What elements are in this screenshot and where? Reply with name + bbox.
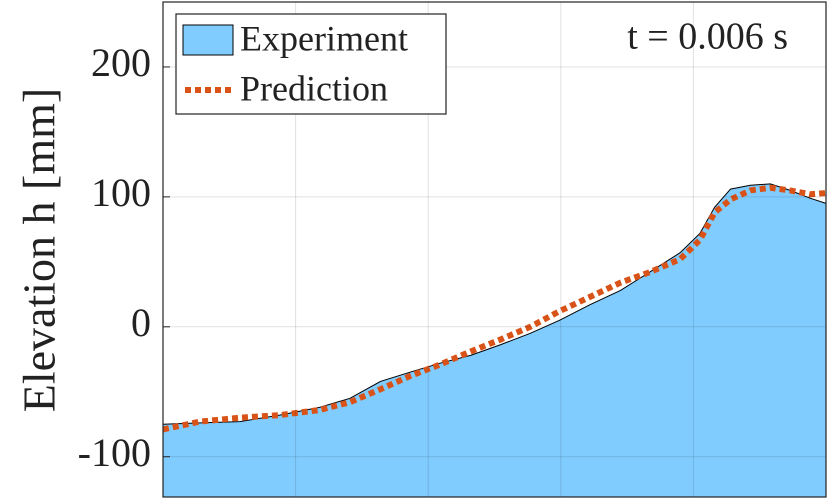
y-tick-label: 100 bbox=[91, 170, 151, 215]
y-axis-label: Elevation h [mm] bbox=[14, 88, 65, 412]
y-tick-label: -100 bbox=[78, 430, 151, 475]
legend: Experiment Prediction bbox=[175, 13, 447, 115]
legend-swatch bbox=[182, 24, 234, 56]
y-label-group: Elevation h [mm] bbox=[14, 88, 65, 412]
y-tick-label: 200 bbox=[91, 40, 151, 85]
area-fill bbox=[163, 183, 826, 497]
prediction-line bbox=[162, 184, 827, 433]
area-outline bbox=[162, 183, 827, 425]
y-tick-label: 0 bbox=[131, 300, 151, 345]
legend-label: Experiment bbox=[240, 18, 408, 58]
legend-label: Prediction bbox=[240, 68, 388, 108]
time-annotation: t = 0.006 s bbox=[627, 16, 788, 58]
plot-frame bbox=[162, 1, 827, 498]
